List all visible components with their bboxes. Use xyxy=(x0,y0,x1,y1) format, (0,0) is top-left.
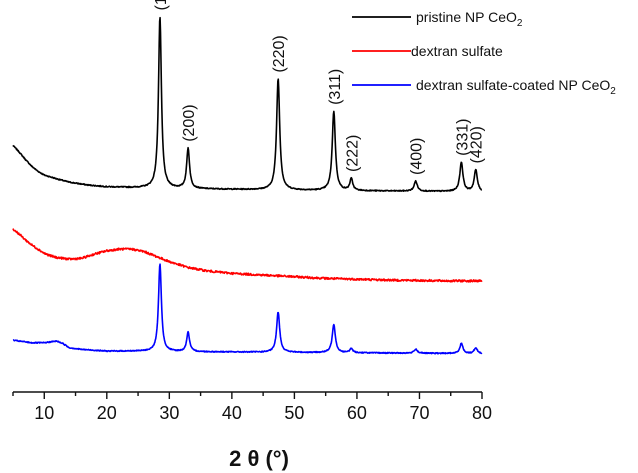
peak-label: (200) xyxy=(181,104,198,141)
legend-subscript: 2 xyxy=(610,86,616,97)
legend: pristine NP CeO2 dextran sulfate dextran s… xyxy=(352,9,616,97)
peak-label: (222) xyxy=(344,135,361,172)
legend-entry: dextran sulfate-coated NP CeO2 xyxy=(416,77,616,97)
peak-label: (420) xyxy=(469,126,486,163)
peak-label: (400) xyxy=(409,138,426,175)
legend-entry: dextran sulfate xyxy=(411,43,503,59)
legend-subscript: 2 xyxy=(517,18,523,29)
peak-label: (111) xyxy=(153,0,170,11)
x-tick-label: 20 xyxy=(97,403,117,423)
x-tick-label: 60 xyxy=(347,403,367,423)
x-tick-label: 40 xyxy=(222,403,242,423)
x-tick-label: 80 xyxy=(472,403,492,423)
peak-label: (331) xyxy=(454,119,471,156)
x-axis: 10 20 30 40 50 60 70 80 xyxy=(12,391,492,423)
legend-entry: pristine NP CeO2 xyxy=(416,9,523,29)
peak-annotations: (111) (200) (220) (311) (222) (400) (331)(420) xyxy=(153,0,486,175)
x-tick-label: 10 xyxy=(34,403,54,423)
x-tick-label: 30 xyxy=(159,403,179,423)
series-layer xyxy=(12,16,483,355)
series-line-3 xyxy=(12,263,483,355)
x-tick-label: 50 xyxy=(284,403,304,423)
series-line-2 xyxy=(12,228,483,283)
peak-label: (311) xyxy=(327,69,344,105)
x-tick-label: 70 xyxy=(409,403,429,423)
x-axis-title: 2 θ (°) xyxy=(229,446,289,471)
series-line-1 xyxy=(12,16,483,193)
peak-label: (220) xyxy=(271,35,288,72)
